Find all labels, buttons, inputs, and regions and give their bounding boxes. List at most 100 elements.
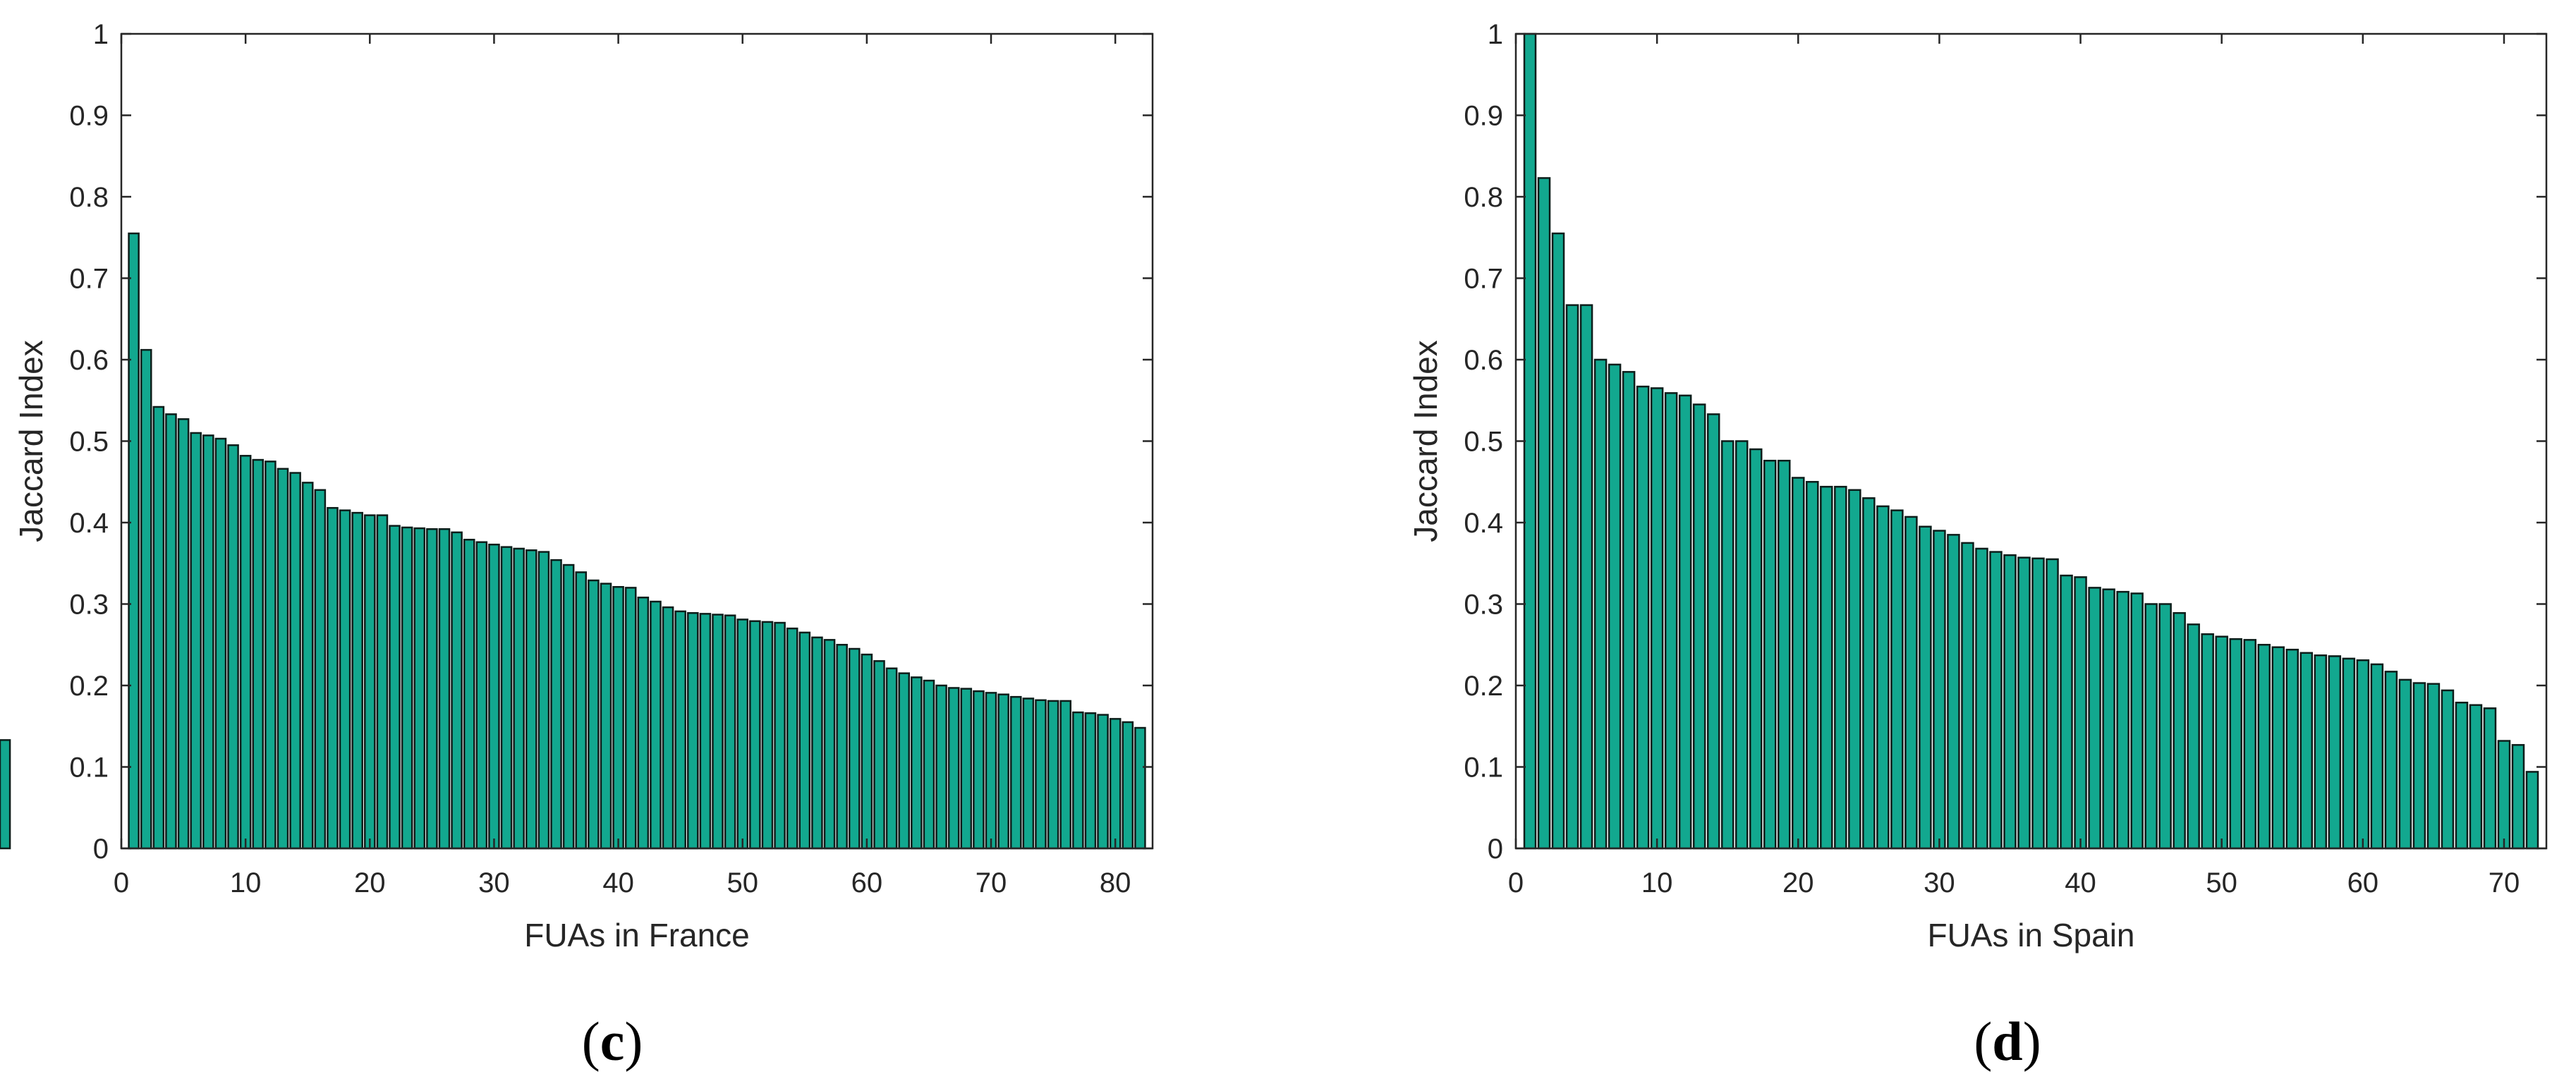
x-tick-label: 20 (354, 867, 386, 898)
bar (2342, 657, 2356, 850)
bar (736, 618, 749, 850)
bar (1904, 516, 1918, 850)
bar (575, 571, 588, 850)
x-tick-label: 0 (114, 867, 129, 898)
bar (2187, 623, 2200, 850)
bar (2285, 648, 2299, 850)
y-tick-label: 0.8 (69, 182, 109, 213)
bar (786, 627, 798, 850)
x-tick-label: 10 (1641, 867, 1673, 898)
x-tick-label: 40 (602, 867, 634, 898)
bar (1834, 485, 1847, 850)
bar (1749, 448, 1763, 850)
bar (463, 539, 475, 850)
bar (749, 620, 761, 850)
bar (1608, 363, 1622, 850)
bar (2497, 740, 2511, 850)
bar (873, 660, 885, 850)
y-tick-label: 0.5 (69, 427, 109, 458)
bar (724, 614, 736, 850)
y-tick-label: 0.2 (69, 671, 109, 702)
bar (239, 455, 252, 850)
bar (1820, 485, 1833, 850)
bar (898, 672, 911, 850)
bar (861, 653, 873, 850)
bar (562, 563, 575, 850)
bar (1565, 304, 1579, 850)
bar (1806, 481, 1819, 850)
x-tick-label: 50 (2206, 867, 2237, 898)
bar (2243, 639, 2256, 850)
bar (624, 587, 637, 850)
bar (1792, 477, 1805, 850)
panel-label: (c) (582, 1011, 643, 1072)
chart-panel-c: 00.10.20.30.40.50.60.70.80.910 10 20 30 40 50… (0, 19, 1154, 1072)
x-tick-label: 10 (230, 867, 262, 898)
bar (438, 528, 451, 850)
bar (2483, 707, 2497, 850)
y-tick-label: 0.7 (1464, 264, 1503, 295)
bar (1097, 714, 1109, 850)
bar (1022, 697, 1035, 850)
bar (314, 489, 327, 850)
bar (2074, 576, 2087, 850)
bar (650, 600, 662, 850)
bar (227, 444, 239, 850)
bar (277, 468, 289, 850)
panel-label: (d) (1974, 1011, 2041, 1072)
x-tick-label: 30 (478, 867, 510, 898)
y-tick-label: 1 (1488, 19, 1503, 50)
bar (2017, 556, 2031, 850)
bar (376, 514, 389, 850)
bar (2426, 683, 2441, 850)
bar (2229, 638, 2242, 850)
bar (2328, 655, 2342, 850)
bar (1084, 712, 1097, 850)
bar (1523, 32, 1537, 850)
bar (2299, 652, 2314, 850)
bar (152, 406, 165, 850)
y-tick-label: 0.9 (1464, 101, 1503, 132)
bar (1720, 440, 1734, 850)
y-tick-label: 0.1 (69, 752, 109, 784)
x-tick-label: 0 (1508, 867, 1524, 898)
x-tick-label: 50 (727, 867, 758, 898)
bar (1692, 403, 1706, 850)
y-tick-label: 0.2 (1464, 671, 1503, 702)
bars (1523, 32, 2539, 850)
x-tick-label: 60 (851, 867, 883, 898)
x-tick-label: 70 (2489, 867, 2520, 898)
bar (1551, 232, 1565, 850)
bar (774, 621, 786, 850)
x-tick-label: 70 (976, 867, 1007, 898)
bar (985, 692, 997, 850)
bar (1122, 721, 1134, 850)
bar (2469, 704, 2483, 850)
bar (363, 514, 376, 850)
bar (2003, 554, 2017, 850)
bar (1537, 177, 1551, 850)
bars (0, 232, 1146, 850)
bar (525, 549, 537, 850)
bar (301, 482, 314, 850)
bar (973, 690, 985, 850)
bar (140, 348, 152, 850)
bar (289, 472, 301, 850)
x-axis-label: FUAs in France (524, 917, 750, 953)
bar (1579, 304, 1593, 850)
bar (1109, 718, 1122, 850)
y-tick-label: 0.7 (69, 264, 109, 295)
bar (823, 639, 836, 850)
y-tick-label: 0.9 (69, 101, 109, 132)
bar (911, 676, 923, 850)
bar (2116, 590, 2130, 850)
bar (0, 739, 11, 850)
x-axis-label: FUAs in Spain (1927, 917, 2134, 953)
bar (2271, 646, 2285, 850)
bar (947, 687, 960, 850)
bar (1862, 497, 1876, 850)
bar (712, 614, 724, 850)
bar (935, 684, 947, 850)
bar (637, 597, 650, 850)
